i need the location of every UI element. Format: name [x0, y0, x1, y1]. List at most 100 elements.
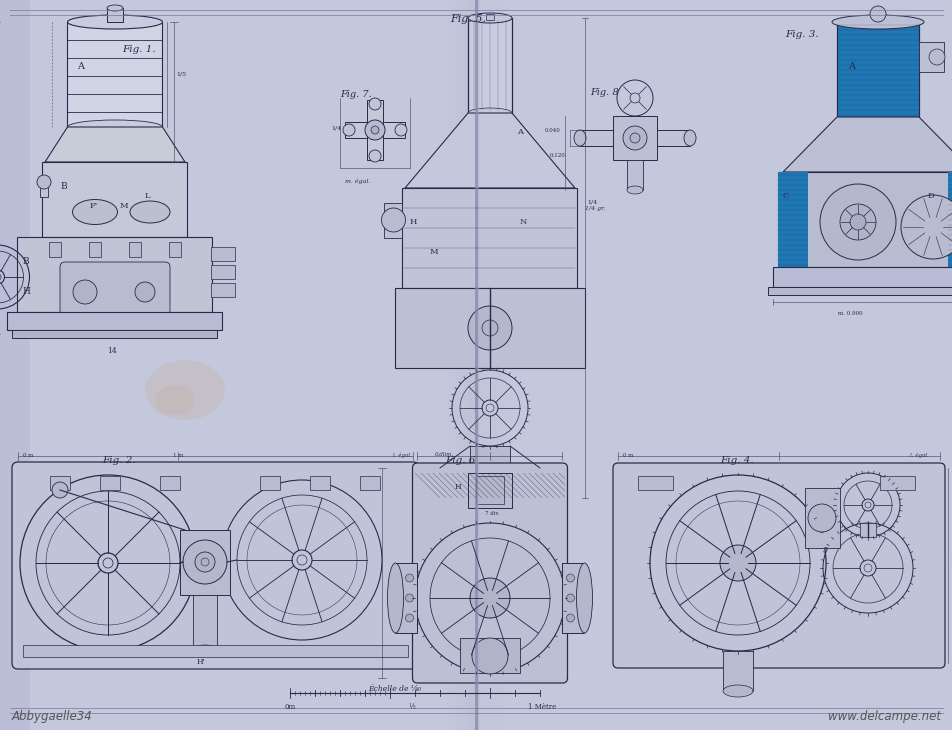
Bar — [455, 0, 460, 730]
Ellipse shape — [626, 186, 643, 194]
Circle shape — [201, 558, 208, 566]
Text: F': F' — [89, 202, 98, 210]
Bar — [859, 523, 875, 537]
Polygon shape — [783, 117, 952, 172]
Circle shape — [405, 574, 413, 582]
Bar — [460, 638, 520, 673]
Ellipse shape — [467, 13, 511, 23]
Bar — [479, 0, 482, 730]
Circle shape — [394, 124, 407, 136]
Text: www.delcampe.net: www.delcampe.net — [827, 710, 940, 723]
Text: Fig. 3.: Fig. 3. — [784, 30, 818, 39]
Bar — [465, 0, 468, 730]
Bar — [311, 0, 316, 730]
Bar — [467, 0, 471, 730]
Bar — [68, 22, 163, 127]
Bar — [416, 0, 420, 730]
Text: H: H — [409, 218, 417, 226]
Text: 1/4: 1/4 — [330, 125, 341, 130]
Text: 0.120: 0.120 — [549, 153, 565, 158]
Bar — [23, 645, 407, 657]
Bar — [475, 476, 504, 504]
Bar — [280, 0, 284, 730]
Bar — [454, 0, 458, 730]
Bar — [12, 330, 217, 338]
Bar — [210, 283, 235, 297]
Bar — [384, 203, 402, 238]
Bar — [300, 0, 304, 730]
Circle shape — [73, 280, 97, 304]
Bar — [836, 22, 918, 117]
Bar — [580, 130, 689, 146]
Circle shape — [195, 552, 215, 572]
Text: Fig. 5.: Fig. 5. — [449, 14, 486, 24]
Bar — [447, 0, 450, 730]
Bar — [396, 0, 400, 730]
Circle shape — [565, 594, 574, 602]
Bar — [947, 172, 952, 267]
Bar — [489, 0, 492, 730]
Bar — [500, 0, 503, 730]
Text: 0.dlim.: 0.dlim. — [434, 452, 454, 457]
Bar — [444, 0, 447, 730]
Text: 1 m: 1 m — [173, 453, 184, 458]
Text: C: C — [783, 192, 788, 200]
Bar — [490, 0, 493, 730]
Circle shape — [482, 320, 498, 336]
Bar — [464, 0, 466, 730]
Bar — [501, 0, 504, 730]
Text: m. égal.: m. égal. — [345, 178, 370, 183]
Bar — [8, 312, 222, 330]
Text: A: A — [847, 62, 854, 71]
Bar — [394, 288, 585, 368]
Text: H': H' — [197, 658, 206, 666]
Text: M: M — [120, 202, 129, 210]
Ellipse shape — [68, 15, 163, 29]
Bar — [459, 0, 462, 730]
Bar — [456, 0, 459, 730]
Bar — [380, 0, 384, 730]
Circle shape — [52, 482, 68, 498]
Bar — [391, 0, 396, 730]
Text: B: B — [60, 182, 67, 191]
Text: Échelle de ¹⁄₄₀: Échelle de ¹⁄₄₀ — [368, 685, 421, 693]
Ellipse shape — [573, 130, 585, 146]
Bar — [210, 265, 235, 279]
Text: Fig. 4.: Fig. 4. — [720, 456, 753, 465]
Polygon shape — [405, 113, 574, 188]
Circle shape — [819, 184, 895, 260]
Text: 1/₂₀₀: 1/₂₀₀ — [949, 558, 952, 563]
Bar — [492, 0, 495, 730]
Bar — [637, 476, 672, 490]
Bar — [612, 116, 656, 160]
Bar — [414, 473, 565, 498]
Bar — [320, 0, 324, 730]
Circle shape — [565, 614, 574, 622]
Bar — [475, 0, 479, 730]
Bar — [474, 0, 477, 730]
Circle shape — [928, 49, 944, 65]
Bar — [43, 162, 188, 237]
Circle shape — [368, 98, 381, 110]
Bar — [562, 563, 584, 633]
Bar — [49, 242, 61, 257]
Bar — [360, 0, 364, 730]
Bar — [723, 651, 752, 691]
Bar — [451, 0, 454, 730]
Ellipse shape — [193, 645, 217, 655]
Bar — [467, 473, 511, 508]
FancyBboxPatch shape — [412, 463, 566, 683]
Bar — [487, 0, 490, 730]
Text: M: M — [429, 248, 438, 256]
Bar — [307, 0, 311, 730]
Bar — [453, 0, 456, 730]
Circle shape — [807, 504, 835, 532]
Bar — [504, 0, 507, 730]
Circle shape — [183, 540, 227, 584]
Ellipse shape — [107, 5, 123, 11]
Ellipse shape — [72, 199, 117, 225]
Ellipse shape — [723, 685, 752, 697]
Bar — [276, 0, 280, 730]
Bar — [345, 122, 405, 138]
Circle shape — [469, 578, 509, 618]
